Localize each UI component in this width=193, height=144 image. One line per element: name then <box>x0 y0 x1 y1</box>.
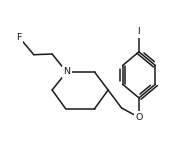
Text: F: F <box>17 33 22 42</box>
Text: O: O <box>135 113 143 122</box>
Text: I: I <box>138 27 140 36</box>
Text: N: N <box>63 68 70 76</box>
